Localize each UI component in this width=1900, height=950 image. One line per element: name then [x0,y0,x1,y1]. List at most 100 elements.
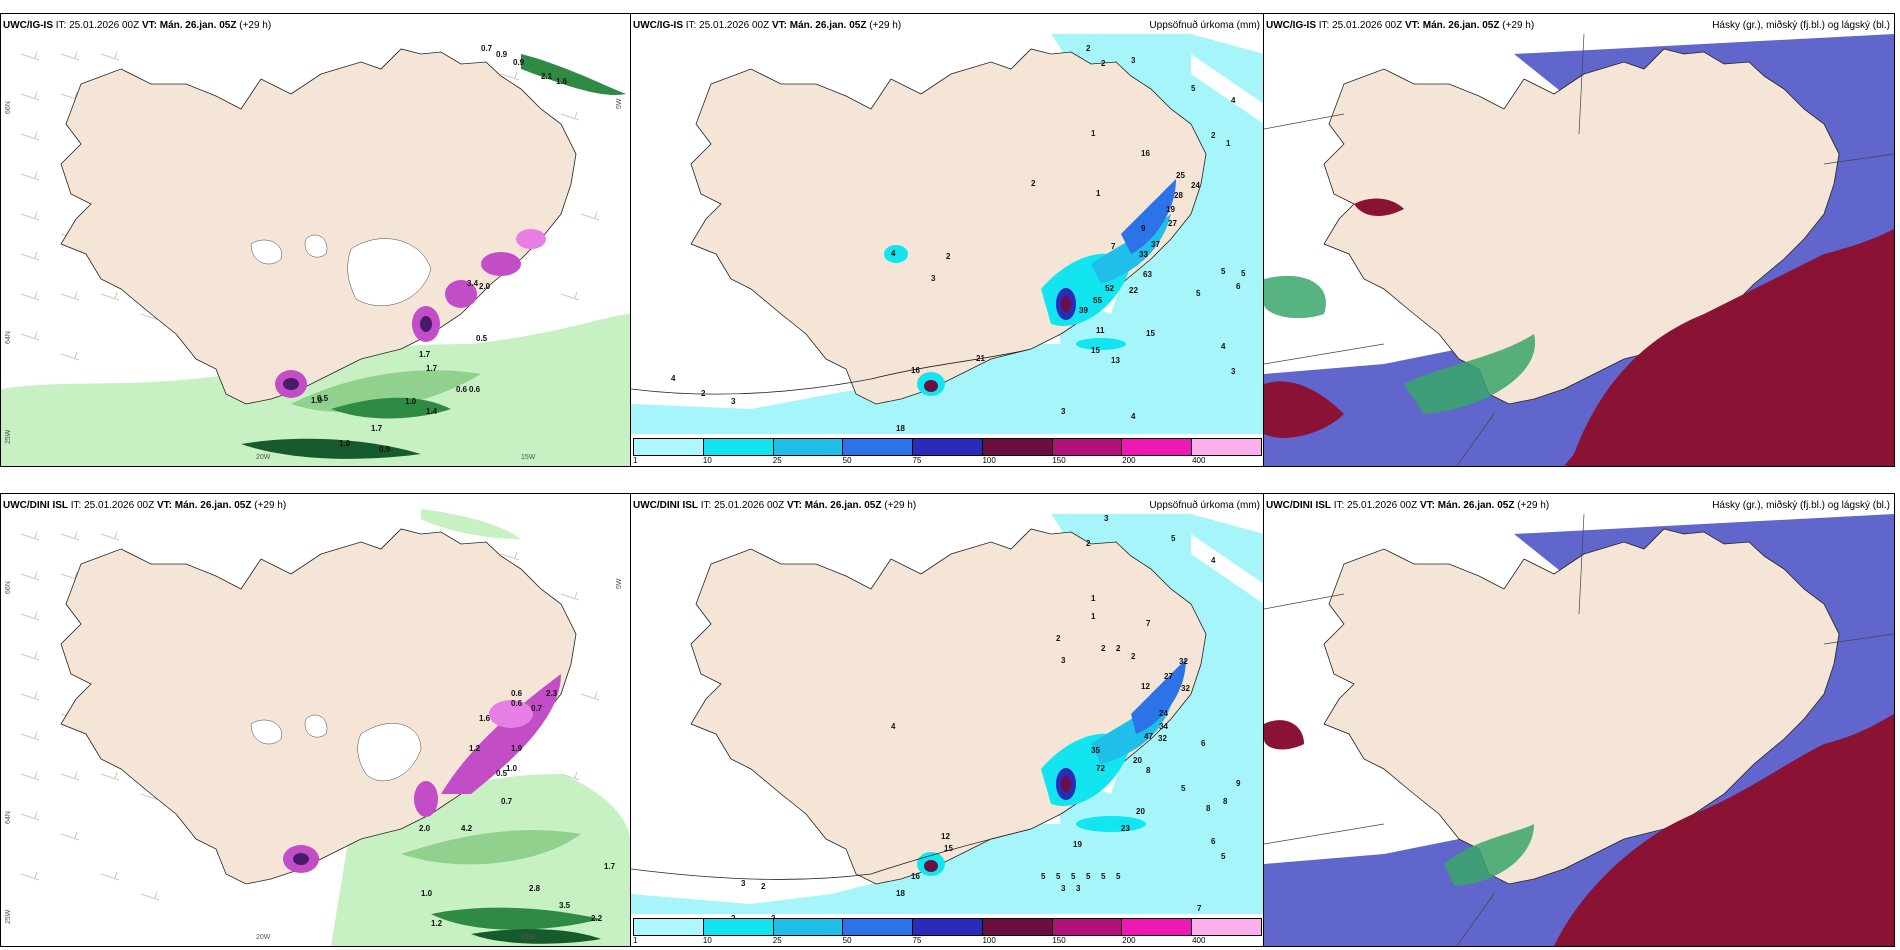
precip-value: 2 [701,389,706,398]
legend-swatch [1052,439,1123,455]
precip-value: 4 [1131,412,1136,421]
wind-value: 4.2 [461,824,473,833]
wind-value: 0.7 [501,797,513,806]
precip-value: 5 [1191,84,1196,93]
init-time: IT: 25.01.2026 00Z [685,20,770,31]
precip-value: 35 [1091,746,1100,755]
precip-cores [917,659,1186,876]
legend-tick: 75 [912,936,922,945]
lon-edge-label: 25W [5,909,12,924]
model-name: UWC/IG-IS [633,20,683,31]
precip-value: 34 [1159,722,1168,731]
precip-value: 15 [944,844,953,853]
legend-tick: 10 [702,936,712,945]
grid-lines [1264,33,1894,466]
precip-value: 55 [1093,296,1102,305]
lat-label: 66N [5,101,12,114]
high-cloud [1264,198,1894,466]
lon-label: 15W [521,454,536,461]
precip-value: 20 [1136,807,1145,816]
wind-value: 1.4 [426,407,438,416]
map-wind-top [1,14,631,466]
map-precip-bottom [631,494,1264,946]
precip-value: 4 [1231,96,1236,105]
high-cloud [1264,714,1894,946]
lead-time: (+29 h) [869,20,902,31]
panel-title: UWC/IG-IS IT: 25.01.2026 00Z VT: Mán. 26… [633,20,901,31]
wind-value: 1.0 [311,396,323,405]
wind-value: 1.0 [506,764,518,773]
precip-legend: 1 10 25 50 75 100 150 200 400 [633,438,1262,465]
precip-value: 47 [1144,732,1153,741]
wind-value: 0.7 [481,44,493,53]
precip-value: 27 [1168,219,1177,228]
map-cloud-top [1264,14,1894,466]
lon-edge-label: 5W [616,578,623,590]
legend-swatch [1122,439,1193,455]
mid-cloud [1264,275,1536,414]
wind-value: 1.2 [431,919,443,928]
wind-value: 0.5 [496,769,508,778]
precip-value: 25 [1176,171,1185,180]
precip-value: 12 [941,832,950,841]
legend-ticks: 1 10 25 50 75 100 150 200 400 [633,936,1262,946]
legend-bar [633,438,1262,456]
wind-value: 3.4 [467,279,479,288]
wind-value: 0.9 [513,58,525,67]
precip-value: 5 [1221,852,1226,861]
lead-time: (+29 h) [239,20,272,31]
precip-value: 2 [1056,634,1061,643]
legend-tick: 10 [702,456,712,465]
cloud-label: Hásky (gr.), miðský (fj.bl.) og lágský (… [1712,500,1890,511]
precip-legend: 1 10 25 50 75 100 150 200 400 [633,918,1262,946]
lon-label: 20W [256,454,271,461]
panel-cloud-top: UWC/IG-IS IT: 25.01.2026 00Z VT: Mán. 26… [1263,13,1895,467]
lon-label: 15W [521,934,536,941]
precip-value: 7 [1146,619,1151,628]
wind-value: 1.9 [511,744,523,753]
precip-value: 2 [1116,644,1121,653]
glaciers [250,234,432,306]
legend-tick: 200 [1122,456,1136,465]
precip-value: 24 [1159,709,1168,718]
valid-time: VT: Mán. 26.jan. 05Z [771,20,867,31]
precip-value: 4 [1221,342,1226,351]
precip-value: 63 [1143,270,1152,279]
precip-value: 3 [1061,884,1066,893]
wind-value: 1.0 [405,397,417,406]
wind-value: 3.5 [559,901,571,910]
legend-tick: 75 [912,456,922,465]
precip-value: 1 [1096,189,1101,198]
valid-time: VT: Mán. 26.jan. 05Z [786,500,882,511]
precip-shading [1,54,631,466]
mid-cloud [1444,824,1534,886]
precip-value: 7 [1197,904,1202,913]
legend-swatch [1192,439,1262,455]
legend-swatch [1052,919,1123,935]
precip-value: 2 [1031,179,1036,188]
model-name: UWC/DINI ISL [633,500,698,511]
precip-value: 3 [1104,514,1109,523]
lat-label: 66N [5,581,12,594]
precip-value: 2 [1086,44,1091,53]
precip-value: 5 [1181,784,1186,793]
lon-label: 20W [256,934,271,941]
legend-tick: 1 [633,936,638,945]
precip-value: 4 [891,722,896,731]
model-name: UWC/IG-IS [3,20,53,31]
panel-precip-top: UWC/IG-IS IT: 25.01.2026 00Z VT: Mán. 26… [630,13,1265,467]
wind-value: 2.0 [479,282,491,291]
init-time: IT: 25.01.2026 00Z [1318,20,1403,31]
precip-value: 5 [1241,269,1246,278]
legend-tick: 150 [1052,936,1066,945]
legend-swatch [982,919,1053,935]
glaciers [250,714,422,782]
precip-value: 5 [1101,872,1106,881]
legend-swatch [913,439,983,455]
wind-value: 1.7 [419,350,431,359]
precip-value: 3 [1076,884,1081,893]
wind-value: 0.6 [511,699,523,708]
wind-value: 2.8 [529,884,541,893]
precip-value: 20 [1133,756,1142,765]
precip-value: 4 [1211,556,1216,565]
